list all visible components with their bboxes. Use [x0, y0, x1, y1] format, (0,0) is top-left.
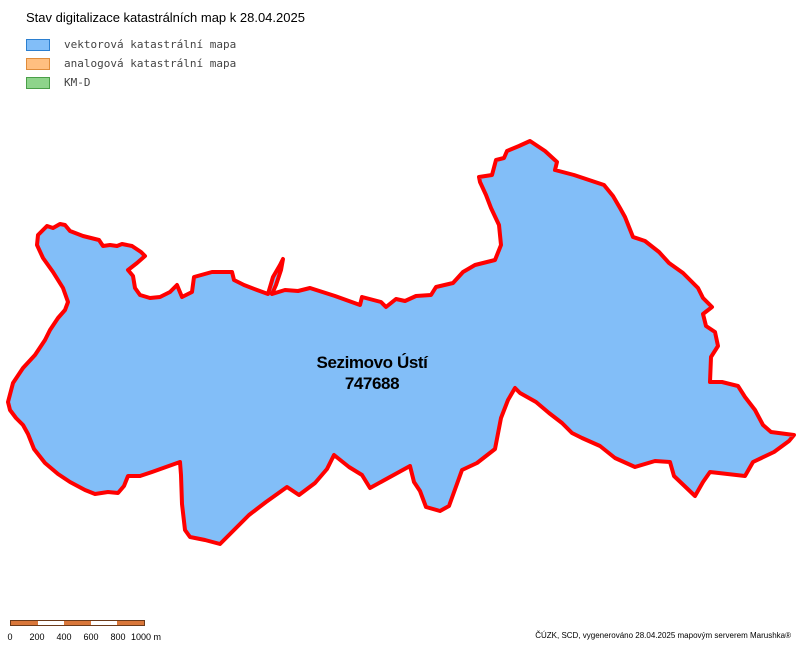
legend: vektorová katastrální mapa analogová kat…	[26, 35, 236, 92]
scale-tick-label: 800	[110, 632, 126, 642]
scale-segment	[37, 621, 65, 625]
map-title: Stav digitalizace katastrálních map k 28…	[26, 10, 305, 25]
legend-swatch-vector	[26, 38, 50, 51]
area-name: Sezimovo Ústí	[316, 353, 428, 372]
legend-item-vector: vektorová katastrální mapa	[26, 35, 236, 54]
scale-segment	[90, 621, 118, 625]
legend-label-vector: vektorová katastrální mapa	[64, 38, 237, 51]
legend-label-analog: analogová katastrální mapa	[64, 57, 237, 70]
footer-attribution: ČÚZK, SCD, vygenerováno 28.04.2025 mapov…	[535, 631, 791, 640]
scale-segment	[11, 621, 38, 625]
scale-tick-label: 400	[56, 632, 72, 642]
area-label: Sezimovo Ústí 747688	[317, 352, 428, 394]
area-code: 747688	[344, 374, 400, 393]
scale-tick-label: 200	[29, 632, 45, 642]
scale-tick-label: 600	[83, 632, 99, 642]
scale-bar	[10, 620, 145, 626]
legend-item-kmd: KM-D	[26, 73, 236, 92]
legend-swatch-analog	[26, 57, 50, 70]
legend-label-kmd: KM-D	[64, 76, 91, 89]
cadastral-area-polygon[interactable]	[6, 139, 796, 546]
scale-tick-label: 1000 m	[130, 632, 162, 642]
legend-swatch-kmd	[26, 76, 50, 89]
scale-segment	[64, 621, 91, 625]
scale-segment	[117, 621, 144, 625]
legend-item-analog: analogová katastrální mapa	[26, 54, 236, 73]
scale-tick-label: 0	[7, 632, 13, 642]
